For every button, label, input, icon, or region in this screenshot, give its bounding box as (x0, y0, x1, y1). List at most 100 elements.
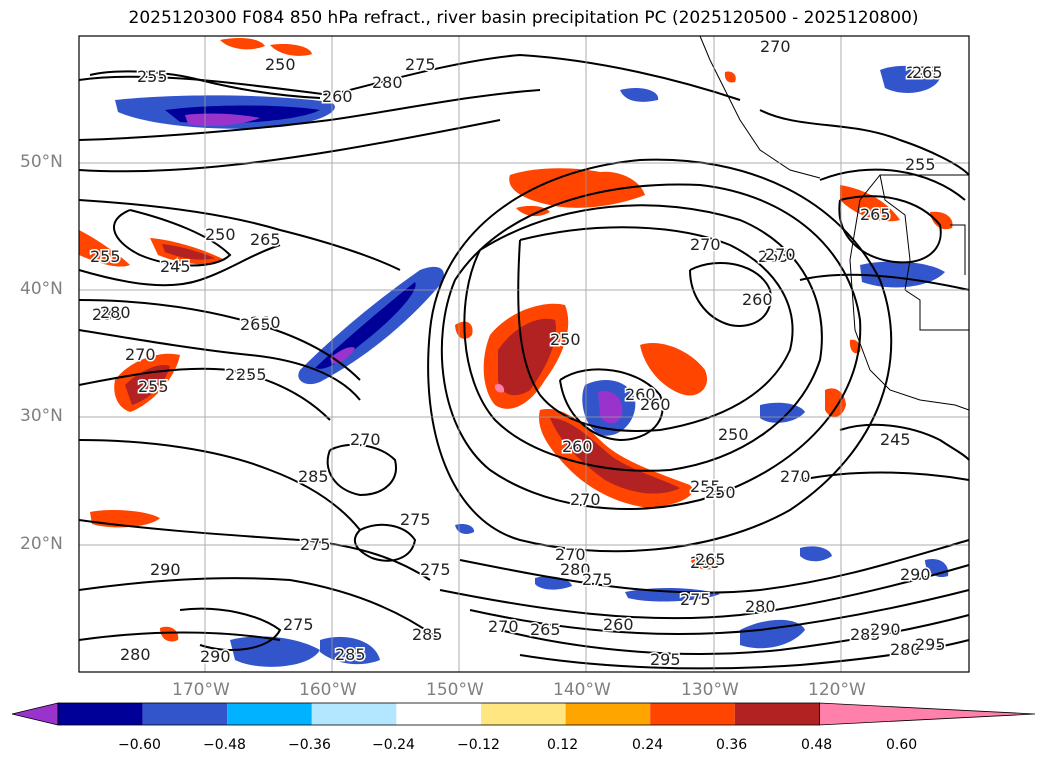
contour-label: 270 (760, 37, 791, 56)
colorbar-extend-low (11, 702, 59, 726)
graticule (79, 36, 969, 672)
contour-label: 260 (603, 615, 634, 634)
contour-label: 260 (250, 313, 281, 332)
contour-label: 285 (298, 467, 329, 486)
refractivity-contours (78, 53, 970, 670)
colorbar-segment (734, 703, 820, 725)
contour-label: 290 (870, 620, 901, 639)
contour-label: 270 (350, 430, 381, 449)
contour-label: 270 (488, 617, 519, 636)
colorbar-segment (565, 703, 651, 725)
colorbar-segment (481, 703, 566, 725)
contour-label: 285 (335, 645, 366, 664)
contour-label: 260 (562, 437, 593, 456)
contour-label: 265 (912, 63, 943, 82)
contour-label: 270 (125, 345, 156, 364)
colorbar-tick-label: 0.48 (801, 737, 833, 753)
contour-label: 290 (200, 647, 231, 666)
contour-label: 250 (718, 425, 749, 444)
contour-label: 275 (680, 590, 711, 609)
colorbar-segment (650, 703, 735, 725)
colorbar-tick-label: 0.12 (547, 737, 579, 753)
precipitation-pc-fill (79, 38, 953, 667)
colorbar-extend-high (819, 702, 1036, 726)
contour-label: 260 (322, 87, 353, 106)
contour-label: 255 (225, 365, 256, 384)
contour-label: 295 (915, 635, 946, 654)
contour-label: 280 (100, 303, 131, 322)
contour-label: 250 (265, 55, 296, 74)
contour-label: 265 (240, 315, 271, 334)
contour-label: 280 (92, 305, 123, 324)
contour-label: 275 (405, 55, 436, 74)
map-title: 2025120300 F084 850 hPa refract., river … (128, 8, 919, 28)
contour-label: 255 (138, 377, 169, 396)
lon-label-120w: 120°W (808, 680, 866, 700)
contour-label: 255 (690, 477, 721, 496)
contour-label: 255 (90, 247, 121, 266)
contour-label: 270 (570, 490, 601, 509)
contour-label: 280 (745, 597, 776, 616)
coastline (699, 35, 970, 411)
map-frame (78, 35, 970, 673)
contour-label: 275 (300, 535, 331, 554)
colorbar (11, 702, 1036, 726)
colorbar-segment (396, 703, 481, 725)
contour-label: 280 (120, 645, 151, 664)
colorbar-segment (142, 703, 228, 725)
contour-value-labels: 2552502602652802552702802552502452552602… (89, 36, 948, 671)
colorbar-tick-label: 0.60 (886, 737, 918, 753)
colorbar-tick-label: 0.36 (716, 737, 748, 753)
contour-label: 260 (742, 290, 773, 309)
contour-label: 285 (850, 625, 881, 644)
colorbar-outline (57, 702, 820, 726)
lat-label-40: 40°N (20, 279, 63, 299)
contour-label: 275 (582, 570, 613, 589)
contour-label: 280 (372, 73, 403, 92)
contour-label: 265 (906, 63, 937, 82)
contour-label: 270 (555, 545, 586, 564)
contour-label: 270 (765, 245, 796, 264)
lat-label-50: 50°N (20, 152, 63, 172)
colorbar-tick-label: 0.24 (632, 737, 664, 753)
contour-label: 245 (880, 430, 911, 449)
colorbar-tick-label: −0.36 (288, 737, 331, 753)
colorbar-tick-label: −0.60 (118, 737, 161, 753)
lon-label-130w: 130°W (681, 680, 739, 700)
contour-label: 265 (690, 553, 721, 572)
contour-label: 290 (900, 565, 931, 584)
colorbar-segment (227, 703, 312, 725)
lat-label-20: 20°N (20, 534, 63, 554)
contour-label: 275 (283, 615, 314, 634)
colorbar-segment (311, 703, 397, 725)
contour-label: 255 (905, 155, 936, 174)
contour-label: 295 (650, 650, 681, 669)
contour-label: 265 (250, 230, 281, 249)
contour-label: 285 (412, 625, 443, 644)
contour-label: 275 (400, 510, 431, 529)
lat-label-30: 30°N (20, 406, 63, 426)
lon-label-150w: 150°W (426, 680, 484, 700)
contour-label: 265 (758, 247, 789, 266)
colorbar-tick-label: −0.48 (203, 737, 246, 753)
contour-label: 260 (640, 395, 671, 414)
contour-label: 245 (160, 257, 191, 276)
colorbar-segment (58, 703, 143, 725)
contour-label: 270 (690, 235, 721, 254)
contour-label: 255 (236, 365, 267, 384)
colorbar-tick-label: −0.12 (457, 737, 500, 753)
contour-label: 265 (695, 550, 726, 569)
contour-label: 290 (150, 560, 181, 579)
contour-label: 280 (890, 640, 921, 659)
lon-label-170w: 170°W (172, 680, 230, 700)
contour-label: 280 (560, 560, 591, 579)
contour-label: 250 (705, 483, 736, 502)
colorbar-tick-label: −0.24 (372, 737, 415, 753)
contour-label: 260 (625, 385, 656, 404)
contour-label: 265 (530, 620, 561, 639)
contour-label: 270 (780, 467, 811, 486)
lon-label-140w: 140°W (553, 680, 611, 700)
lon-label-160w: 160°W (299, 680, 357, 700)
contour-label: 250 (205, 225, 236, 244)
